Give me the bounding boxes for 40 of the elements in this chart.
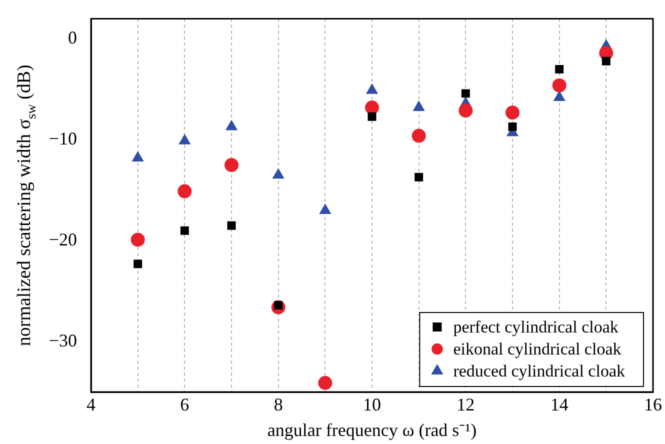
point [318,376,332,390]
point [178,184,192,198]
y-tick-label: 0 [68,28,77,48]
point [458,104,473,118]
point [132,150,144,162]
x-tick-label: 8 [274,394,283,415]
point [272,168,284,179]
point [366,83,378,94]
point [225,120,238,130]
y-tick-label: −30 [48,330,77,350]
legend-label: perfect cylindrical cloak [453,317,619,336]
point [508,122,517,131]
point [365,100,379,115]
point [555,64,564,74]
x-tick-label: 6 [180,394,190,415]
x-tick-label: 14 [550,394,568,415]
y-tick-label: −10 [48,128,77,149]
y-axis-title: normalized scattering width σsw (dB) [14,64,39,346]
x-tick-label: 4 [86,394,96,415]
point [224,158,238,172]
point [227,221,236,230]
point [368,112,376,121]
legend-label: reduced cylindrical cloak [453,361,626,380]
point [506,106,520,120]
point [134,260,142,268]
x-axis-title: angular frequency ω (rad s⁻¹) [267,420,477,440]
point [461,89,470,98]
x-tick-label: 16 [644,394,662,415]
point [180,226,189,235]
point [178,134,191,144]
y-tick-label: −20 [48,229,77,250]
point [414,172,424,182]
point [412,128,426,143]
point [602,56,610,66]
legend-label: eikonal cylindrical cloak [453,339,622,358]
point [412,100,425,112]
point [552,78,566,92]
x-tick-label: 12 [456,394,475,415]
x-tick-label: 10 [363,394,381,415]
point [130,232,145,247]
